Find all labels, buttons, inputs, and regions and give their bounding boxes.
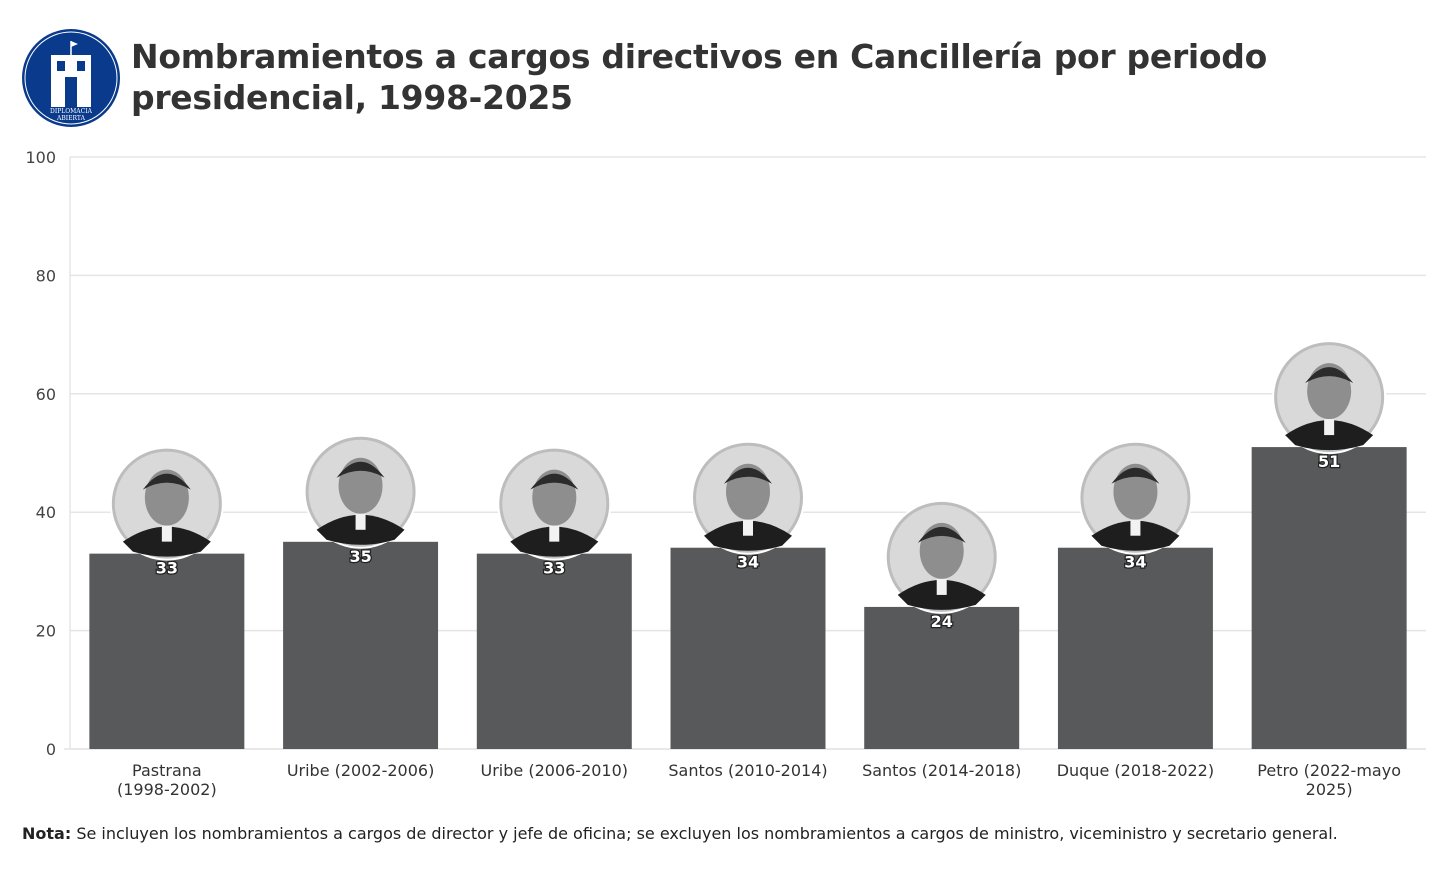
x-tick-label: Duque (2018-2022): [1057, 761, 1214, 780]
x-tick-label: (1998-2002): [117, 780, 217, 799]
y-tick-label: 20: [36, 622, 56, 641]
logo-text-line2: ABIERTA: [56, 115, 86, 122]
bar-chart: 0 20 40 60 80 100 33 35 33 34 24 34 51 Pastrana(199…: [25, 148, 1426, 799]
y-tick-label: 60: [36, 385, 56, 404]
bar: [283, 541, 439, 749]
x-tick-label: 2025): [1306, 780, 1353, 799]
data-label: 33: [543, 559, 565, 578]
y-tick-label: 80: [36, 266, 56, 285]
x-tick-label: Uribe (2006-2010): [481, 761, 629, 780]
president-portrait: [1272, 340, 1387, 455]
bar: [89, 553, 245, 749]
logo-text-line1: DIPLOMACIA: [50, 108, 93, 115]
data-label: 24: [931, 612, 953, 631]
chart-title: Nombramientos a cargos directivos en Can…: [131, 37, 1268, 117]
note-label: Nota:: [22, 824, 72, 843]
data-label: 35: [349, 547, 371, 566]
x-axis: Pastrana(1998-2002) Uribe (2002-2006) Urib…: [117, 761, 1401, 799]
bar: [1251, 447, 1407, 749]
footnote: Nota: Se incluyen los nombramientos a ca…: [22, 824, 1338, 843]
president-portrait: [691, 440, 805, 555]
x-tick-label: Santos (2014-2018): [862, 761, 1021, 780]
data-label: 34: [737, 553, 759, 572]
bar: [476, 553, 632, 749]
bar: [670, 547, 826, 749]
bar: [864, 606, 1020, 749]
data-labels: 33 35 33 34 24 34 51: [154, 451, 1341, 632]
x-tick-label: Uribe (2002-2006): [287, 761, 435, 780]
data-label: 51: [1318, 452, 1340, 471]
note-text: Se incluyen los nombramientos a cargos d…: [71, 824, 1338, 843]
portraits: [109, 340, 1387, 614]
president-portrait: [303, 434, 418, 549]
president-portrait: [884, 499, 999, 614]
diplomacia-abierta-logo: DIPLOMACIA ABIERTA: [22, 29, 120, 127]
data-label: 34: [1124, 553, 1146, 572]
y-axis: 0 20 40 60 80 100: [25, 148, 56, 759]
x-tick-label: Petro (2022-mayo: [1257, 761, 1401, 780]
data-label: 33: [156, 559, 178, 578]
x-tick-label: Pastrana: [132, 761, 202, 780]
y-tick-label: 100: [25, 148, 56, 167]
y-tick-label: 0: [46, 740, 56, 759]
bars: [89, 447, 1407, 749]
president-portrait: [109, 446, 224, 561]
bar: [1057, 547, 1213, 749]
president-portrait: [497, 446, 612, 561]
y-tick-label: 40: [36, 503, 56, 522]
x-tick-label: Santos (2010-2014): [668, 761, 827, 780]
president-portrait: [1078, 440, 1193, 555]
